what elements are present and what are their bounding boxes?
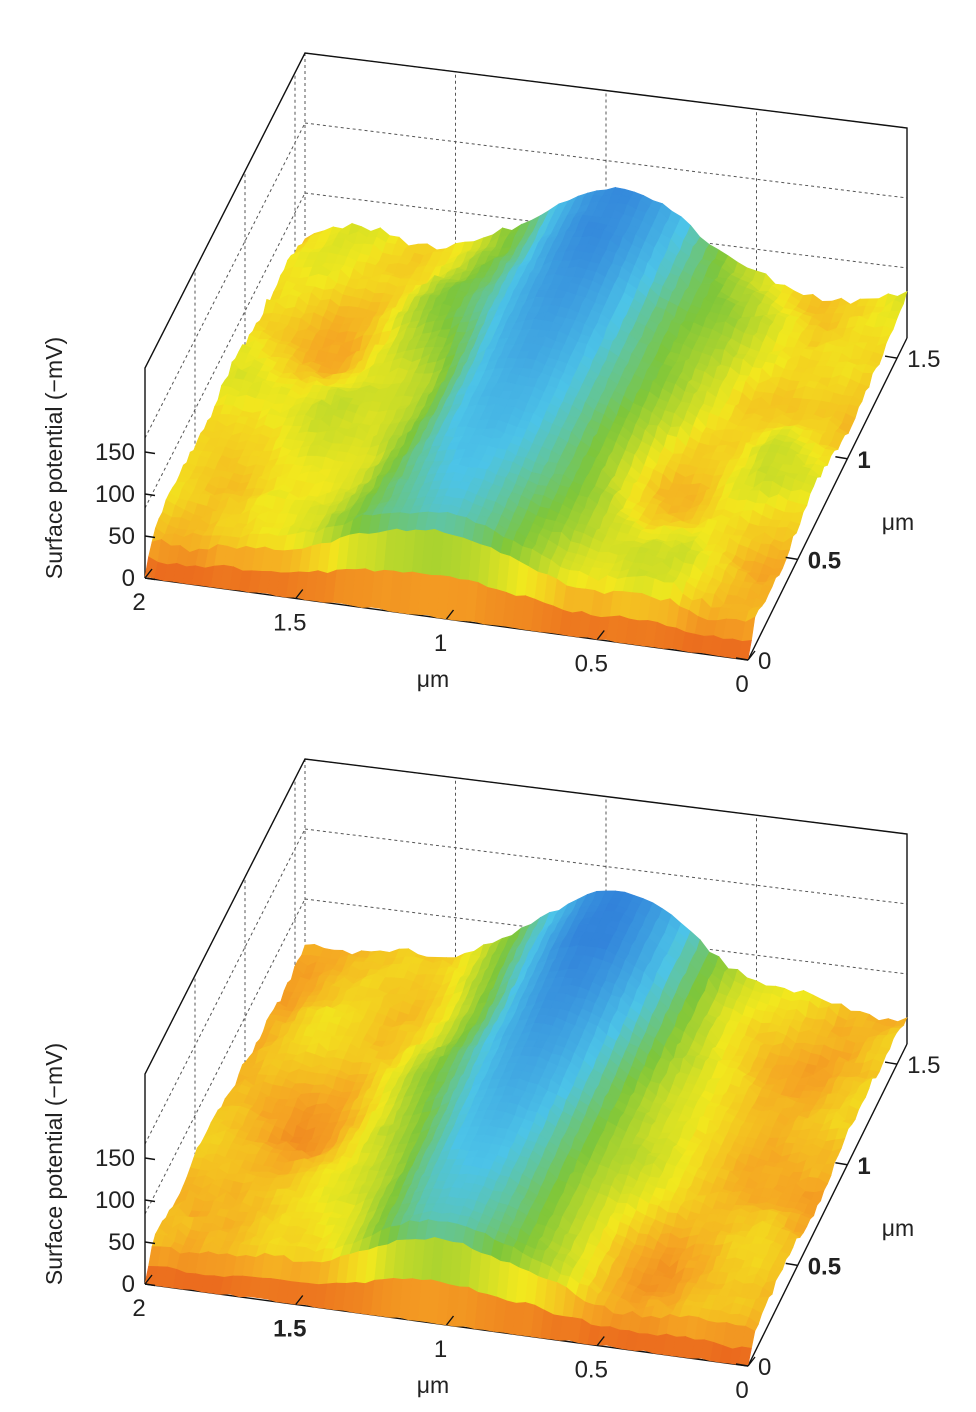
y-tick-mark — [835, 456, 848, 460]
z-tick-mark — [144, 535, 156, 539]
y-axis-line — [747, 337, 908, 661]
x-tick-label: 2 — [132, 589, 145, 616]
y-axis: 0 0.5 1 1.5 μm — [735, 346, 940, 675]
box-edge — [144, 52, 908, 578]
surface-mesh — [144, 186, 908, 660]
z-tick-label: 50 — [108, 523, 135, 550]
x-axis-label: μm — [417, 666, 449, 692]
box-edge — [144, 758, 908, 1284]
z-tick-mark — [144, 493, 156, 497]
z-axis: 0 50 100 150 Surface potential (−mV) — [41, 337, 156, 592]
grid-line — [144, 898, 306, 1215]
z-tick-mark — [144, 451, 156, 455]
z-tick-label: 100 — [95, 481, 135, 508]
x-tick-mark — [295, 589, 304, 599]
grid-line — [304, 828, 908, 905]
x-tick-label: 0 — [735, 671, 748, 698]
y-tick-label: 0 — [758, 648, 771, 675]
y-tick-label: 0.5 — [808, 547, 841, 574]
y-axis-line — [747, 1043, 908, 1367]
grid-line — [304, 122, 908, 199]
surface-plot-bottom: 0 50 100 150 Surface potential (−mV) 0 0.5 1 1.5… — [0, 706, 976, 1412]
z-tick-label: 0 — [122, 565, 135, 592]
grid-line — [144, 122, 306, 439]
y-tick-mark — [884, 355, 898, 359]
y-tick-label: 1.5 — [907, 346, 940, 373]
x-tick-label: 1.5 — [273, 610, 306, 637]
y-tick-label: 1 — [857, 447, 870, 474]
x-tick-mark — [144, 568, 153, 579]
z-axis-label: Surface potential (−mV) — [41, 337, 67, 579]
grid-line — [144, 192, 306, 509]
y-tick-mark — [785, 556, 798, 561]
grid-line — [144, 828, 306, 1145]
surface-mesh — [144, 890, 908, 1367]
x-tick-label: 1 — [434, 630, 447, 657]
surface-plot-top: 0 50 100 150 Surface potential (−mV) 0 0.5 1 1.5… — [41, 52, 940, 698]
box-frame — [144, 758, 908, 1367]
x-tick-mark — [596, 630, 605, 640]
x-tick-mark — [747, 650, 756, 661]
z-tick-label: 150 — [95, 439, 135, 466]
y-axis-label: μm — [882, 509, 914, 535]
grid-line — [304, 898, 908, 975]
x-axis: 0 0.5 1 1.5 2 μm — [132, 568, 756, 698]
x-tick-mark — [445, 609, 455, 620]
y-tick-mark — [735, 657, 749, 661]
z-tick-mark — [144, 577, 156, 581]
x-tick-label: 0.5 — [575, 651, 608, 678]
grid-line — [304, 192, 908, 269]
surface-plot-top-svg: 0 50 100 150 Surface potential (−mV) 0 0.5 1 1.5… — [41, 52, 940, 698]
